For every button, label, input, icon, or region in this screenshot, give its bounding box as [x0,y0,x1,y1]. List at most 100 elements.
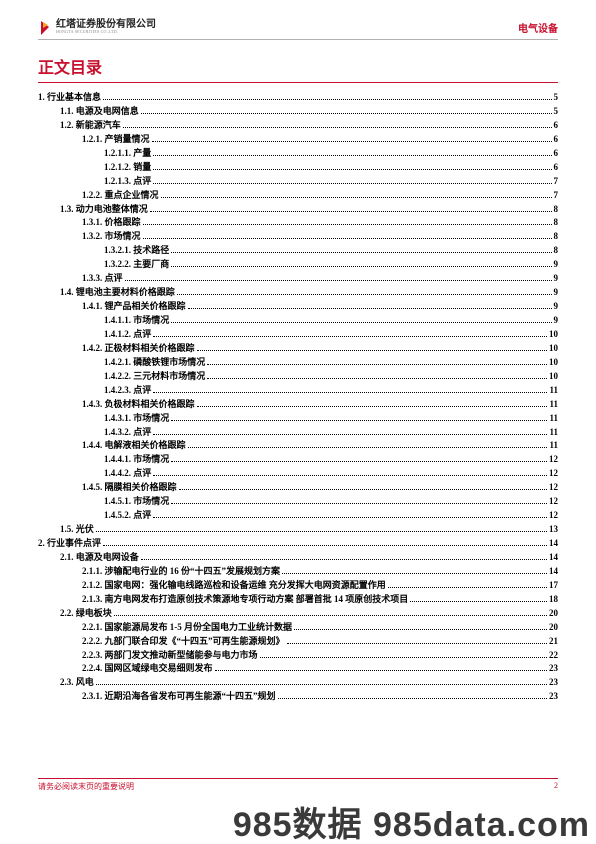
toc-entry-label: 1.4.2.1. 磷酸铁锂市场情况 [104,356,205,370]
toc-entry: 2.2.4. 国网区域绿电交易细则发布 23 [38,662,558,676]
toc-entry-label: 1.4.2.2. 三元材料市场情况 [104,370,205,384]
toc-entry-label: 1.4.1. 锂产品相关价格跟踪 [82,300,186,314]
toc-entry: 1.2.1. 产销量情况6 [38,133,558,147]
toc-entry-leader [197,350,547,351]
toc-entry-page: 20 [549,621,558,635]
toc-entry: 1.4.5.2. 点评12 [38,509,558,523]
toc-entry-page: 18 [549,593,558,607]
toc-entry-label: 2.2.4. 国网区域绿电交易细则发布 [82,662,213,676]
toc-entry-label: 1.3.2. 市场情况 [82,230,141,244]
toc-entry-leader [278,698,547,699]
toc-entry-label: 1.3.2.1. 技术路径 [104,244,169,258]
toc-entry-leader [141,113,552,114]
toc-entry-page: 6 [554,119,559,133]
toc-entry-page: 23 [549,690,558,704]
toc-entry-page: 14 [549,551,558,565]
toc-entry-label: 1.4.1.1. 市场情况 [104,314,169,328]
toc-entry: 1.3.1. 价格跟踪 8 [38,216,558,230]
toc-entry-leader [153,392,547,393]
toc-entry-leader [150,211,552,212]
toc-entry-page: 7 [554,175,559,189]
toc-entry-label: 2.1.2. 国家电网：强化输电线路巡检和设备运维 充分发挥大电网资源配置作用 [82,579,386,593]
table-of-contents: 1. 行业基本信息51.1. 电源及电网信息51.2. 新能源汽车61.2.1.… [38,91,558,704]
toc-entry: 1. 行业基本信息 5 [38,91,558,105]
page-footer: 请务必阅读末页的重要说明 2 [38,778,558,792]
toc-entry: 2.2.2. 九部门联合印发《“十四五”可再生能源规划》21 [38,635,558,649]
toc-entry-leader [188,447,548,448]
toc-entry-label: 1.2.1.3. 点评 [104,175,151,189]
toc-entry-leader [114,615,547,616]
toc-entry: 2.1.3. 南方电网发布打造原创技术策源地专项行动方案 部署首批 14 项原创… [38,593,558,607]
toc-entry-label: 1.4.5.2. 点评 [104,509,151,523]
toc-entry-leader [171,322,551,323]
toc-entry-label: 1.2.1. 产销量情况 [82,133,150,147]
toc-entry-page: 9 [554,258,559,272]
toc-entry-page: 11 [549,398,558,412]
page-header: 红塔证券股份有限公司 HONGTA SECURITIES CO.,LTD. 电气… [38,18,558,40]
toc-entry-label: 1.2.2. 重点企业情况 [82,189,159,203]
company-logo-icon [38,18,52,36]
toc-entry-page: 6 [554,161,559,175]
toc-entry-label: 2.3. 风电 [60,676,94,690]
toc-entry: 2.2.3. 两部门发文推动新型储能参与电力市场22 [38,649,558,663]
toc-entry-page: 9 [554,314,559,328]
toc-entry-label: 1.3.1. 价格跟踪 [82,216,141,230]
toc-entry: 2.2.1. 国家能源局发布 1-5 月份全国电力工业统计数据 20 [38,621,558,635]
toc-entry: 2.3.1. 近期沿海各省发布可再生能源“十四五”规划 23 [38,690,558,704]
toc-entry-page: 10 [549,328,558,342]
toc-entry-page: 5 [554,91,559,105]
toc-entry-leader [153,434,547,435]
toc-entry-label: 1.4.2.3. 点评 [104,384,151,398]
toc-entry-page: 8 [554,216,559,230]
toc-entry-leader [171,252,551,253]
toc-entry-label: 2.2.1. 国家能源局发布 1-5 月份全国电力工业统计数据 [82,621,292,635]
toc-entry-leader [153,169,551,170]
toc-entry-leader [153,183,551,184]
toc-entry-label: 2.1.1. 涉输配电行业的 16 份“十四五”发展规划方案 [82,565,280,579]
toc-entry-label: 2.2.2. 九部门联合印发《“十四五”可再生能源规划》 [82,635,285,649]
toc-entry-label: 1.4.5. 隔膜相关价格跟踪 [82,481,177,495]
toc-entry: 1.4. 锂电池主要材料价格跟踪9 [38,286,558,300]
toc-entry-label: 2.3.1. 近期沿海各省发布可再生能源“十四五”规划 [82,690,276,704]
toc-entry-page: 12 [549,495,558,509]
toc-entry: 2.3. 风电23 [38,676,558,690]
toc-entry-label: 1.4.3.2. 点评 [104,426,151,440]
toc-entry-label: 1. 行业基本信息 [38,91,101,105]
toc-entry-label: 1.4.4. 电解液相关价格跟踪 [82,439,186,453]
toc-entry-label: 1.3. 动力电池整体情况 [60,203,148,217]
toc-entry-page: 11 [549,439,558,453]
toc-entry: 1.2.1.3. 点评 7 [38,175,558,189]
toc-entry: 1.4.5. 隔膜相关价格跟踪 12 [38,481,558,495]
toc-entry-leader [294,629,547,630]
toc-entry: 1.2. 新能源汽车 6 [38,119,558,133]
toc-entry-leader [410,601,547,602]
toc-entry: 1.3.3. 点评9 [38,272,558,286]
toc-entry-label: 1.3.3. 点评 [82,272,123,286]
toc-entry-page: 9 [554,300,559,314]
toc-entry-label: 1.2. 新能源汽车 [60,119,121,133]
toc-entry-leader [96,684,547,685]
toc-entry-leader [260,657,547,658]
toc-entry: 1.4.2. 正极材料相关价格跟踪10 [38,342,558,356]
toc-entry-page: 10 [549,370,558,384]
toc-entry-label: 1.4.1.2. 点评 [104,328,151,342]
toc-entry: 2. 行业事件点评14 [38,537,558,551]
toc-entry-page: 23 [549,662,558,676]
toc-entry-page: 7 [554,189,559,203]
toc-entry-leader [171,266,551,267]
toc-entry-leader [171,503,547,504]
toc-entry-page: 20 [549,607,558,621]
toc-entry: 1.4.3. 负极材料相关价格跟踪11 [38,398,558,412]
toc-entry: 1.4.4.1. 市场情况12 [38,453,558,467]
toc-entry-leader [153,475,547,476]
toc-entry-leader [103,99,551,100]
footer-disclaimer: 请务必阅读末页的重要说明 [38,781,134,792]
toc-entry-page: 8 [554,203,559,217]
toc-entry-label: 1.4.3.1. 市场情况 [104,412,169,426]
toc-entry-leader [153,155,551,156]
toc-entry-leader [171,461,547,462]
toc-entry-leader [207,378,547,379]
toc-entry-label: 1.1. 电源及电网信息 [60,105,139,119]
toc-entry-leader [207,364,547,365]
toc-entry-page: 12 [549,481,558,495]
